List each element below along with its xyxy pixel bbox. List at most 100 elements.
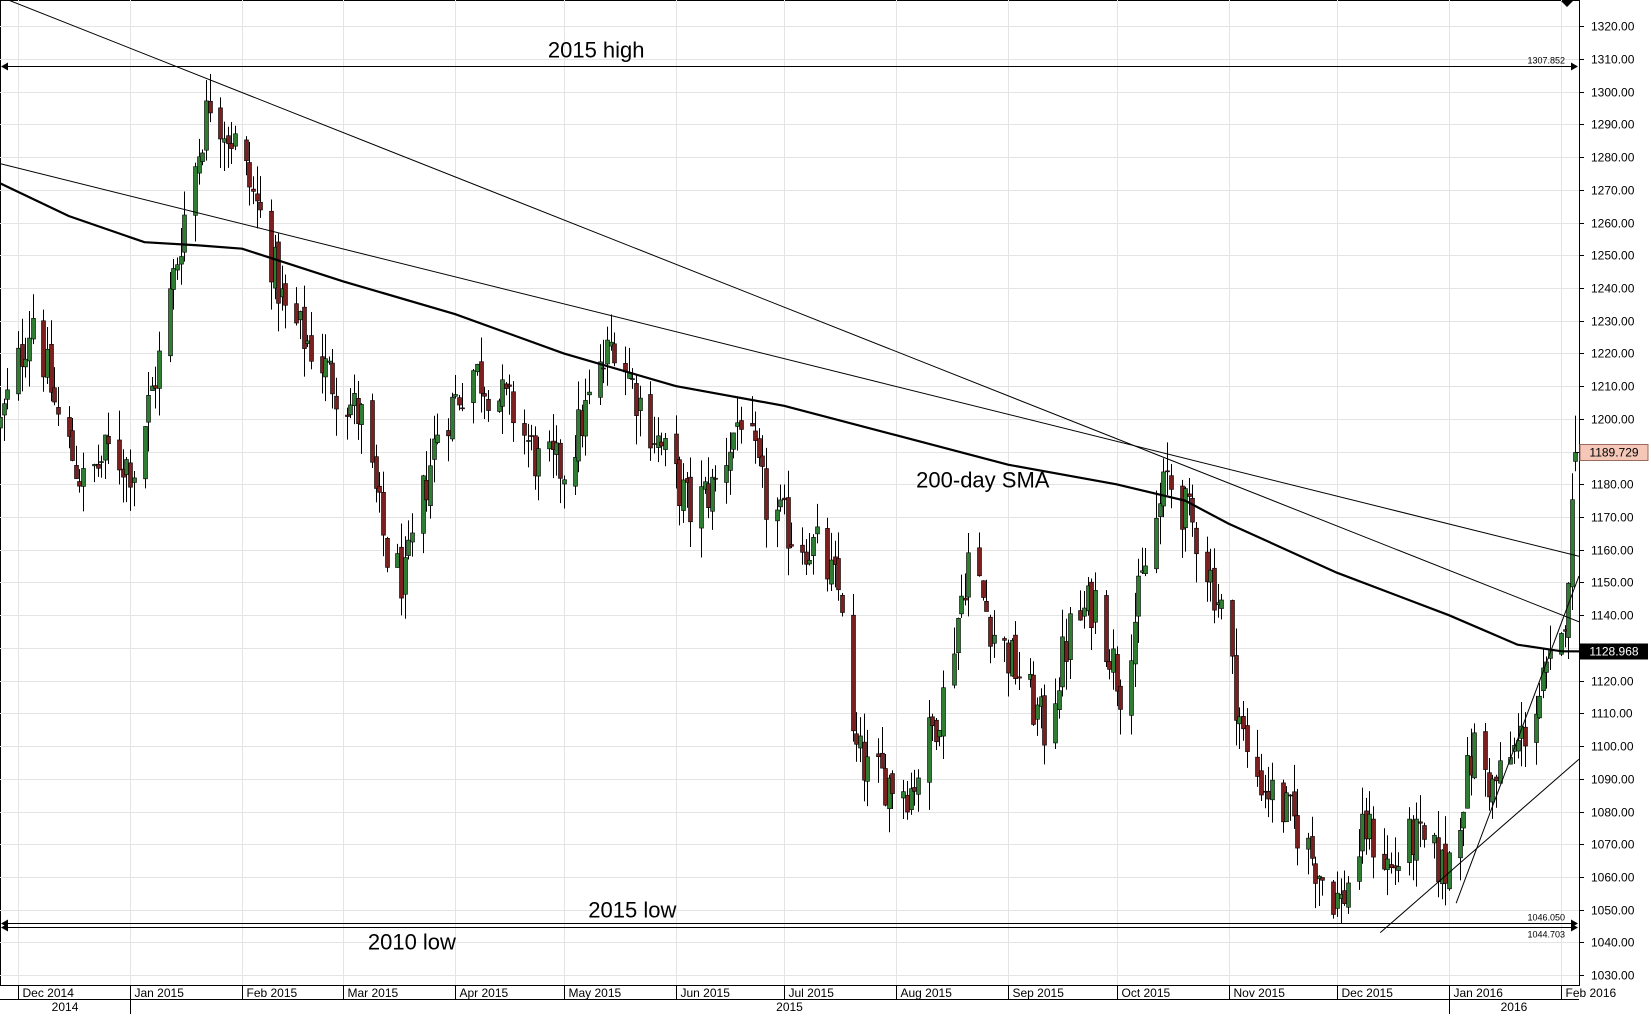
- candle-body: [175, 264, 180, 271]
- candles-group: [0, 74, 1578, 924]
- candle-body: [171, 268, 176, 290]
- candle-body: [522, 423, 527, 436]
- candle-body: [930, 716, 935, 726]
- candle-body: [1541, 667, 1546, 692]
- candle-body: [1082, 607, 1087, 617]
- candle-body: [988, 616, 993, 647]
- candle-body: [1115, 654, 1120, 692]
- candle-body: [753, 430, 758, 441]
- y-tick-label: 1090.00: [1591, 773, 1635, 787]
- candle-body: [1288, 794, 1293, 797]
- candle-body: [1422, 825, 1427, 840]
- candle-body: [1060, 636, 1065, 688]
- candle-body: [67, 417, 72, 437]
- candle-body: [5, 389, 10, 400]
- level-value-label: 1046.050: [1527, 913, 1565, 923]
- y-tick-label: 1040.00: [1591, 936, 1635, 950]
- candle-body: [1187, 493, 1192, 497]
- candle-body: [764, 468, 769, 520]
- candle-body: [883, 768, 888, 806]
- candle-body: [1306, 837, 1311, 850]
- top-marker-icon: [1561, 1, 1573, 7]
- candle-body: [269, 210, 274, 283]
- candle-body: [1208, 569, 1213, 583]
- candle-body: [854, 733, 859, 745]
- candle-body: [1165, 470, 1170, 473]
- candle-body: [251, 188, 256, 192]
- candle-body: [247, 162, 252, 188]
- candle-body: [1284, 792, 1289, 823]
- candle-body: [1255, 756, 1260, 777]
- candle-body: [99, 461, 104, 463]
- candle-body: [909, 788, 914, 811]
- candle-body: [1418, 821, 1423, 824]
- candle-body: [1335, 892, 1340, 909]
- level-arrow-left: [1, 923, 8, 932]
- candle-body: [1205, 551, 1210, 583]
- candle-body: [1212, 567, 1217, 611]
- candle-body: [775, 509, 780, 522]
- candle-body: [1534, 713, 1539, 743]
- x-month-label: Sep 2015: [1013, 986, 1065, 1000]
- candle-body: [258, 201, 263, 211]
- candle-body: [406, 539, 411, 556]
- trend-line: [1455, 575, 1579, 904]
- x-month-label: Jan 2015: [135, 986, 185, 1000]
- y-tick-label: 1230.00: [1591, 315, 1635, 329]
- candle-body: [435, 434, 440, 443]
- candle-body: [688, 476, 693, 523]
- candle-body: [1089, 581, 1094, 629]
- candle-body: [804, 551, 809, 565]
- candle-body: [1136, 575, 1141, 617]
- candle-body: [558, 442, 563, 479]
- candle-body: [179, 256, 184, 265]
- sma-annotation: 200-day SMA: [916, 468, 1050, 493]
- x-month-label: Jan 2016: [1454, 986, 1504, 1000]
- candle-body: [710, 476, 715, 512]
- candle-body: [601, 367, 606, 370]
- candle-body: [193, 166, 198, 216]
- sma-200-line: [0, 182, 1579, 653]
- candle-body: [143, 426, 148, 480]
- candle-body: [554, 442, 559, 455]
- candle-body: [182, 214, 187, 253]
- candle-body: [1241, 716, 1246, 730]
- candle-body: [1342, 890, 1347, 904]
- candle-body: [634, 383, 639, 416]
- candle-body: [204, 100, 209, 151]
- candle-body: [471, 370, 476, 403]
- candle-body: [385, 537, 390, 568]
- y-tick-label: 1050.00: [1591, 904, 1635, 918]
- level-arrow-right: [1571, 923, 1578, 932]
- candle-body: [450, 396, 455, 440]
- y-tick-label: 1270.00: [1591, 184, 1635, 198]
- candle-body: [1537, 695, 1542, 719]
- candle-body: [52, 387, 57, 403]
- candle-body: [1461, 811, 1466, 829]
- candle-body: [124, 459, 129, 475]
- candle-body: [858, 735, 863, 749]
- y-tick-label: 1120.00: [1591, 675, 1634, 689]
- y-tick-label: 1080.00: [1591, 806, 1635, 820]
- x-year-label: 2015: [776, 1000, 803, 1014]
- candle-body: [1013, 634, 1018, 679]
- candle-body: [1107, 661, 1112, 670]
- y-tick-label: 1280.00: [1591, 151, 1635, 165]
- candle-body: [1143, 565, 1148, 574]
- candle-body: [663, 438, 668, 450]
- x-year-label: 2014: [52, 1000, 79, 1014]
- candle-body: [652, 443, 657, 445]
- candle-body: [724, 465, 729, 483]
- candle-body: [1194, 527, 1199, 555]
- candle-body: [49, 344, 54, 393]
- candle-body: [536, 448, 541, 477]
- candle-body: [428, 465, 433, 507]
- candle-body: [168, 288, 173, 357]
- candle-body: [1237, 716, 1242, 725]
- candle-body: [890, 773, 895, 794]
- candle-body: [963, 597, 968, 601]
- candle-body: [811, 537, 816, 557]
- candle-body: [952, 653, 957, 686]
- candle-body: [1310, 836, 1315, 859]
- candle-body: [1230, 600, 1235, 657]
